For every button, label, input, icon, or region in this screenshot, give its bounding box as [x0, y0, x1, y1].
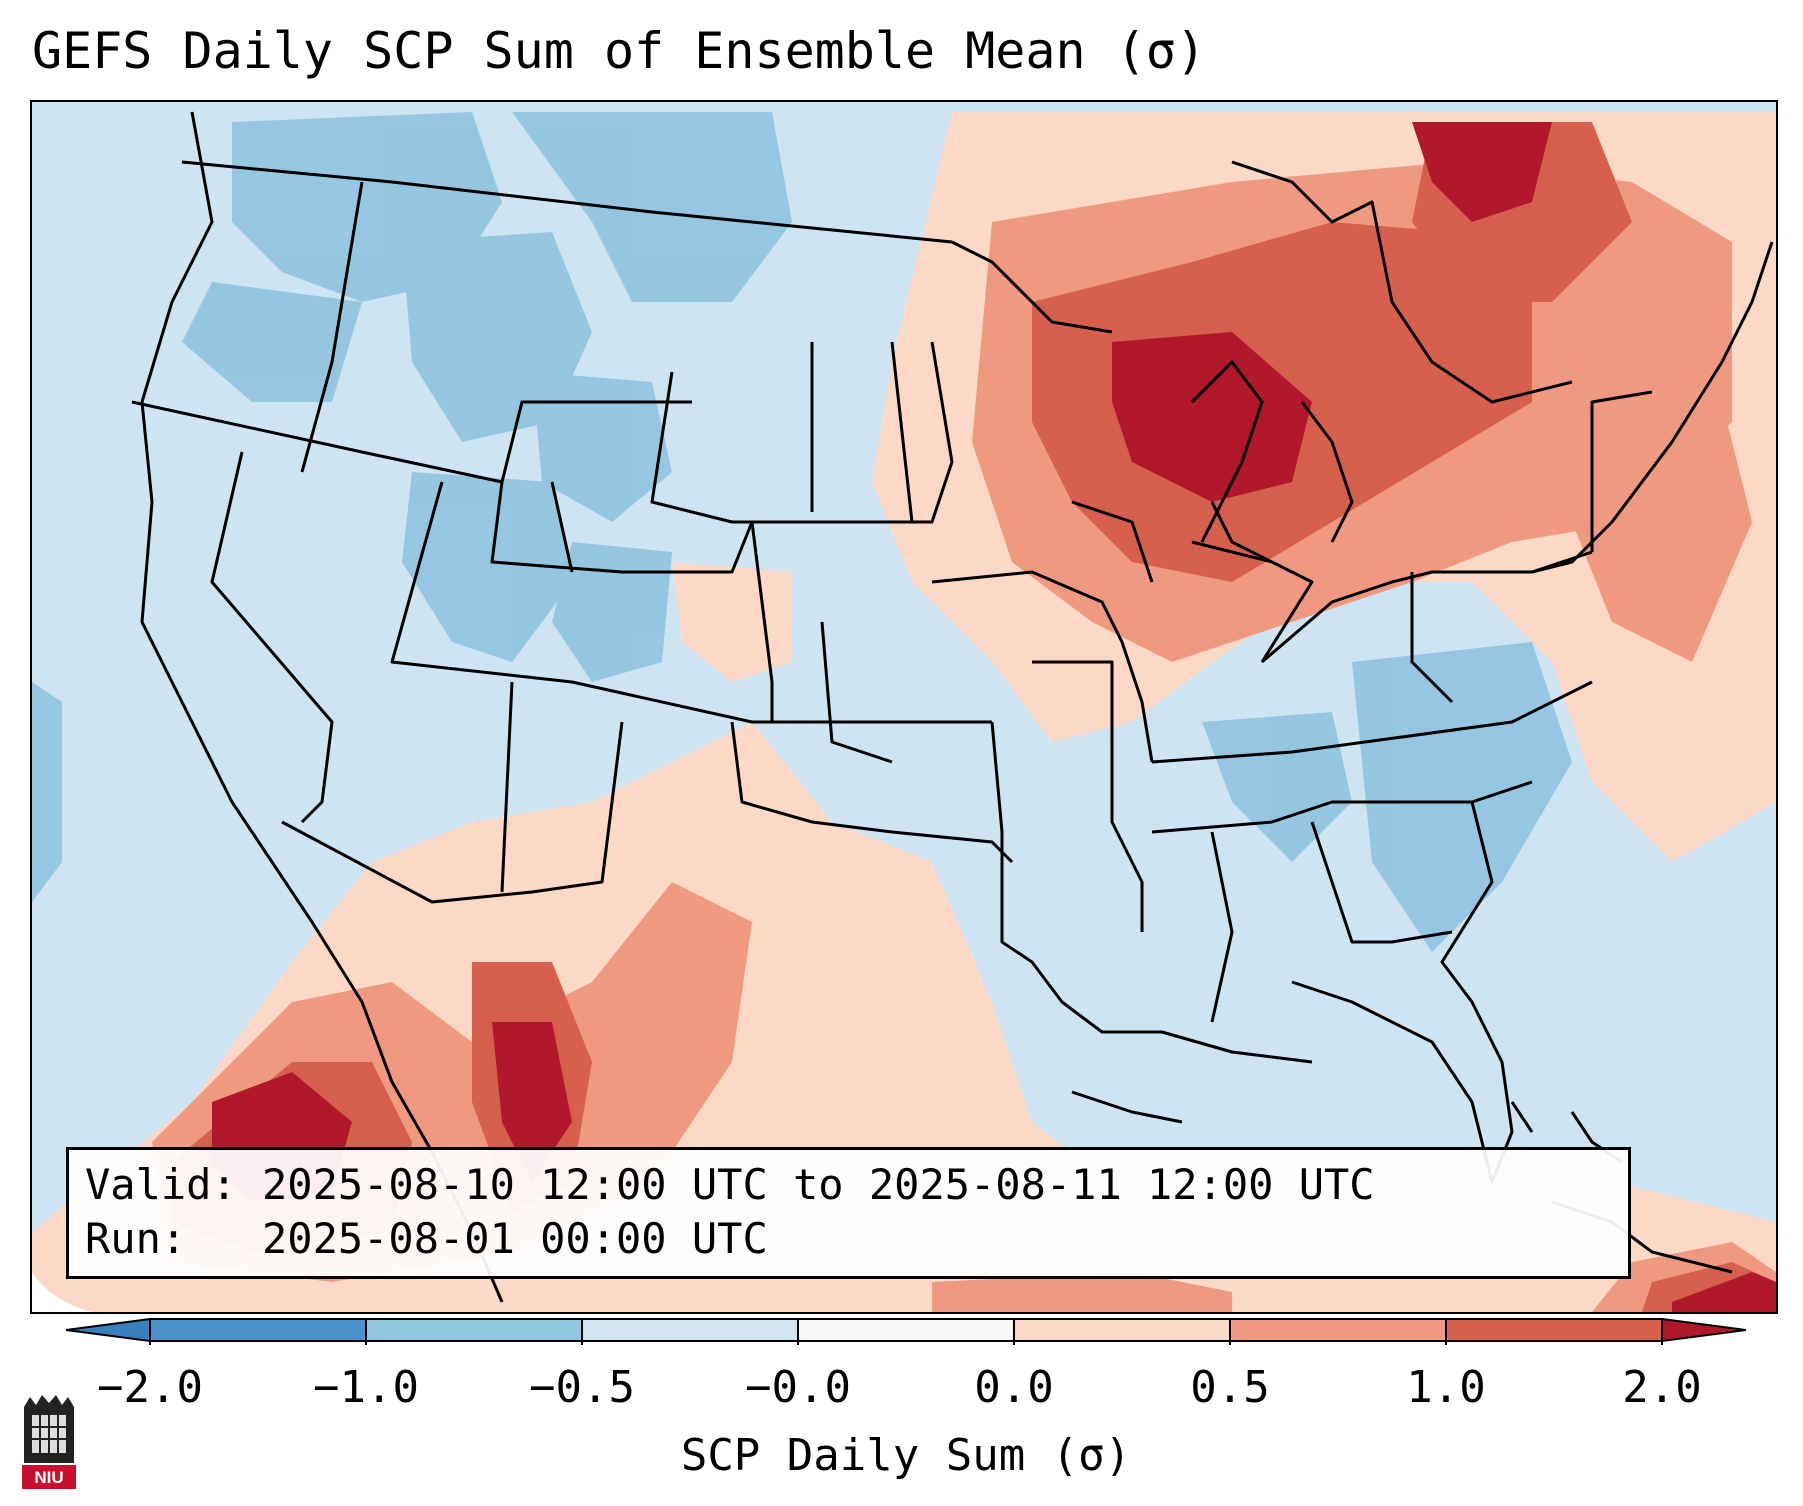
niu-logo-icon: NIU	[22, 1395, 76, 1489]
colorbar-label: SCP Daily Sum (σ)	[680, 1430, 1132, 1481]
colorbar-tick-label: 1.0	[1406, 1362, 1486, 1413]
colorbar-bin-6	[1230, 1319, 1446, 1341]
colorbar-bin-7	[1446, 1319, 1662, 1341]
colorbar-tick-label: −0.5	[529, 1362, 635, 1413]
state-boundaries	[131, 111, 1774, 1303]
colorbar	[65, 1315, 1747, 1349]
colorbar-bin-3	[582, 1319, 798, 1341]
colorbar-tick-label: −1.0	[313, 1362, 419, 1413]
colorbar-tick-label: 2.0	[1622, 1362, 1702, 1413]
scp-map	[32, 102, 1776, 1312]
colorbar-bin-1	[150, 1319, 366, 1341]
map-panel	[30, 100, 1778, 1314]
colorbar-bin-4	[798, 1319, 1014, 1341]
colorbar-bin-2	[366, 1319, 582, 1341]
colorbar-under-triangle	[65, 1317, 151, 1343]
colorbar-tick-label: 0.0	[974, 1362, 1054, 1413]
run-time-text: Run: 2025-08-01 00:00 UTC	[85, 1214, 768, 1263]
valid-time-box: Valid: 2025-08-10 12:00 UTC to 2025-08-1…	[66, 1147, 1631, 1279]
colorbar-graphic	[65, 1317, 1747, 1345]
colorbar-over-triangle	[1661, 1317, 1747, 1343]
valid-time-text: Valid: 2025-08-10 12:00 UTC to 2025-08-1…	[85, 1160, 1375, 1209]
chart-title: GEFS Daily SCP Sum of Ensemble Mean (σ)	[32, 22, 1206, 80]
colorbar-bin-5	[1014, 1319, 1230, 1341]
logo-text: NIU	[34, 1468, 63, 1487]
colorbar-tick-label: −0.0	[745, 1362, 851, 1413]
colorbar-tick-label: −2.0	[97, 1362, 203, 1413]
colorbar-tick-label: 0.5	[1190, 1362, 1270, 1413]
projection-edge	[32, 1272, 92, 1312]
niu-logo: NIU	[20, 1393, 78, 1495]
